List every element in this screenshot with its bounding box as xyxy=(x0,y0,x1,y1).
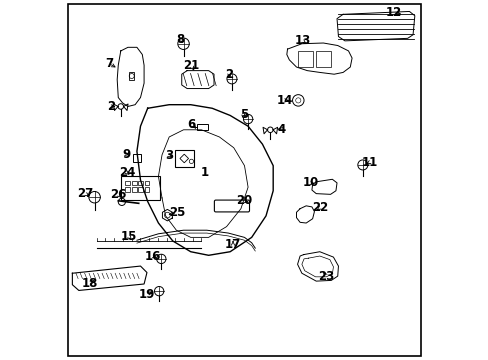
Bar xyxy=(129,72,134,80)
Text: 26: 26 xyxy=(110,188,126,201)
Bar xyxy=(132,187,136,192)
Text: 16: 16 xyxy=(144,249,161,262)
Text: 14: 14 xyxy=(276,94,292,107)
Bar xyxy=(125,187,130,192)
Text: 2: 2 xyxy=(107,100,115,113)
Bar xyxy=(125,181,130,185)
Text: 13: 13 xyxy=(294,34,310,48)
Bar xyxy=(132,181,136,185)
Text: 24: 24 xyxy=(119,166,135,179)
Text: 23: 23 xyxy=(318,270,334,283)
Text: 11: 11 xyxy=(361,156,377,168)
Text: 9: 9 xyxy=(122,148,130,161)
Text: 8: 8 xyxy=(176,33,184,46)
Text: 21: 21 xyxy=(183,59,199,72)
Bar xyxy=(138,181,142,185)
Text: 25: 25 xyxy=(168,207,185,220)
Text: 22: 22 xyxy=(311,202,327,215)
Bar xyxy=(121,176,160,200)
Bar xyxy=(316,51,330,67)
Text: 10: 10 xyxy=(302,176,318,189)
Text: 18: 18 xyxy=(81,277,98,290)
Text: 2: 2 xyxy=(225,68,233,81)
Text: 6: 6 xyxy=(187,118,195,131)
Text: 4: 4 xyxy=(276,122,285,136)
Text: 19: 19 xyxy=(139,288,155,301)
Text: 27: 27 xyxy=(77,187,93,200)
Text: 15: 15 xyxy=(121,230,137,243)
Text: 17: 17 xyxy=(224,238,241,251)
Bar xyxy=(144,187,149,192)
Text: 20: 20 xyxy=(235,194,251,207)
Bar xyxy=(174,149,194,167)
Bar xyxy=(132,154,140,162)
Bar xyxy=(298,51,312,67)
Bar xyxy=(197,125,207,130)
Text: 5: 5 xyxy=(239,108,247,121)
Bar xyxy=(144,181,149,185)
Text: 3: 3 xyxy=(165,149,173,162)
Text: 12: 12 xyxy=(385,6,401,19)
Text: 1: 1 xyxy=(201,166,209,179)
Text: 7: 7 xyxy=(104,57,113,70)
Bar xyxy=(138,187,142,192)
